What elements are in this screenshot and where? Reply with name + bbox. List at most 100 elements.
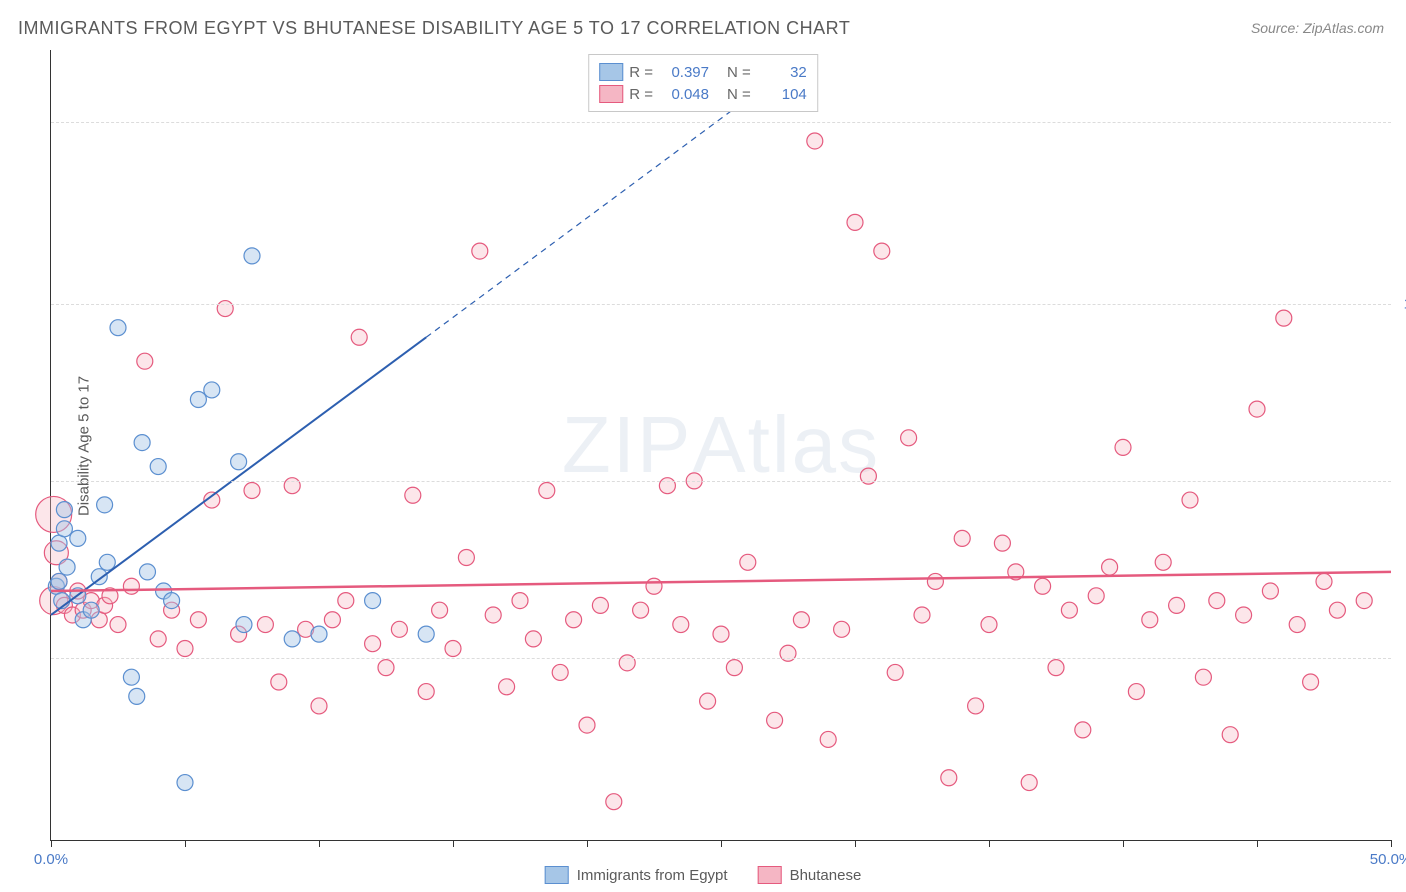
legend-row: R = 0.397 N = 32 [599,61,807,83]
scatter-point [472,243,488,259]
scatter-point [1142,612,1158,628]
scatter-point [606,794,622,810]
scatter-point [740,554,756,570]
x-tick [721,840,722,847]
scatter-point [1329,602,1345,618]
scatter-point [150,631,166,647]
r-label: R = [629,64,653,81]
n-value: 104 [757,86,807,103]
scatter-point [123,669,139,685]
scatter-point [592,597,608,613]
x-tick [587,840,588,847]
scatter-point [700,693,716,709]
n-value: 32 [757,64,807,81]
scatter-point [1289,617,1305,633]
scatter-point [51,535,67,551]
scatter-point [351,329,367,345]
scatter-point [405,487,421,503]
scatter-point [1222,727,1238,743]
trendline [51,572,1391,591]
scatter-point [391,621,407,637]
scatter-point [311,626,327,642]
scatter-point [914,607,930,623]
scatter-point [1303,674,1319,690]
scatter-point [56,521,72,537]
scatter-point [1088,588,1104,604]
r-value: 0.397 [659,64,709,81]
scatter-point [231,454,247,470]
gridline [51,122,1391,123]
scatter-point [726,660,742,676]
scatter-point [1262,583,1278,599]
legend-item: Bhutanese [758,866,862,884]
scatter-point [954,530,970,546]
scatter-point [874,243,890,259]
scatter-point [236,617,252,633]
scatter-point [150,459,166,475]
x-tick [989,840,990,847]
scatter-point [485,607,501,623]
scatter-point [1182,492,1198,508]
x-tick [51,840,52,847]
gridline [51,304,1391,305]
scatter-point [512,593,528,609]
scatter-point [552,664,568,680]
scatter-point [793,612,809,628]
scatter-point [887,664,903,680]
scatter-point [83,602,99,618]
scatter-point [110,617,126,633]
x-tick [185,840,186,847]
scatter-point [139,564,155,580]
scatter-point [1048,660,1064,676]
series-legend: Immigrants from Egypt Bhutanese [545,866,862,884]
trendline [51,337,426,615]
scatter-point [1035,578,1051,594]
scatter-point [129,688,145,704]
scatter-point [1249,401,1265,417]
scatter-point [311,698,327,714]
scatter-point [539,482,555,498]
scatter-point [1061,602,1077,618]
scatter-point [1276,310,1292,326]
legend-label: Immigrants from Egypt [577,867,728,884]
scatter-point [579,717,595,733]
scatter-point [204,382,220,398]
scatter-point [244,248,260,264]
scatter-point [365,593,381,609]
scatter-point [1195,669,1211,685]
scatter-point [901,430,917,446]
scatter-point [941,770,957,786]
x-tick [453,840,454,847]
scatter-point [1075,722,1091,738]
scatter-point [834,621,850,637]
scatter-point [257,617,273,633]
x-tick-label: 0.0% [34,851,68,868]
scatter-point [123,578,139,594]
chart-title: IMMIGRANTS FROM EGYPT VS BHUTANESE DISAB… [18,18,850,39]
scatter-point [1115,439,1131,455]
scatter-point [445,640,461,656]
scatter-point [1128,684,1144,700]
legend-swatch [599,85,623,103]
legend-swatch [599,63,623,81]
scatter-point [338,593,354,609]
legend-swatch [758,866,782,884]
scatter-point [713,626,729,642]
scatter-point [1236,607,1252,623]
scatter-point [324,612,340,628]
scatter-point [177,775,193,791]
scatter-point [244,482,260,498]
scatter-point [418,626,434,642]
legend-item: Immigrants from Egypt [545,866,728,884]
x-tick-label: 50.0% [1370,851,1406,868]
scatter-point [1209,593,1225,609]
source-attribution: Source: ZipAtlas.com [1251,20,1384,36]
n-label: N = [727,64,751,81]
scatter-point [164,593,180,609]
scatter-point [134,435,150,451]
n-label: N = [727,86,751,103]
x-tick [855,840,856,847]
gridline [51,481,1391,482]
correlation-legend: R =0.397N =32R =0.048N =104 [588,54,818,112]
scatter-point [499,679,515,695]
